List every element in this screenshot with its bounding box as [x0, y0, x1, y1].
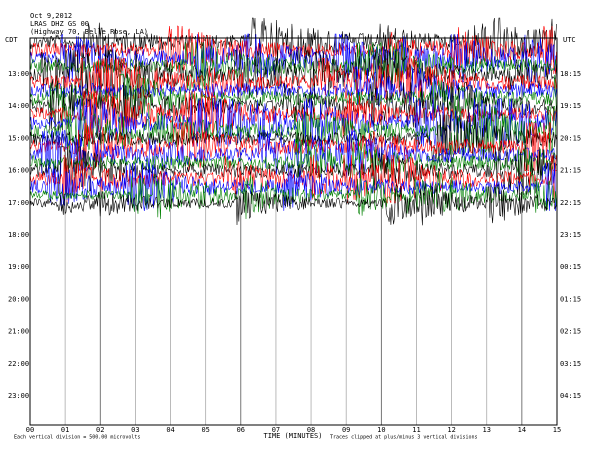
- trace: [29, 17, 557, 67]
- x-tick-label: 14: [518, 426, 526, 434]
- right-time-label: 23:15: [560, 231, 581, 239]
- left-time-label: 18:00: [8, 231, 29, 239]
- right-time-label: 02:15: [560, 328, 581, 336]
- trace: [29, 182, 557, 226]
- x-tick-label: 02: [96, 426, 104, 434]
- header-location: (Highway 70, Belle Rose, LA): [30, 28, 148, 36]
- left-time-label: 23:00: [8, 392, 29, 400]
- x-tick-label: 15: [553, 426, 561, 434]
- trace: [29, 74, 557, 124]
- x-tick-label: 00: [26, 426, 34, 434]
- right-time-label: 19:15: [560, 102, 581, 110]
- x-axis-title: TIME (MINUTES): [263, 432, 322, 440]
- x-tick-label: 11: [412, 426, 420, 434]
- trace: [29, 138, 557, 182]
- right-time-label: 21:15: [560, 167, 581, 175]
- right-time-label: 03:15: [560, 360, 581, 368]
- x-tick-label: 01: [61, 426, 69, 434]
- trace: [29, 129, 557, 179]
- left-time-label: 17:00: [8, 199, 29, 207]
- x-tick-label: 03: [131, 426, 139, 434]
- footer-scale: Each vertical division = 500.00 microvol…: [14, 435, 140, 441]
- header-station: LRAS DHZ GS 00: [30, 20, 89, 28]
- left-time-label: 21:00: [8, 328, 29, 336]
- trace: [29, 66, 557, 107]
- right-time-label: 22:15: [560, 199, 581, 207]
- trace: [29, 90, 557, 139]
- traces: [29, 17, 557, 226]
- left-axis-title: CDT: [5, 36, 18, 44]
- right-time-label: 00:15: [560, 263, 581, 271]
- trace: [29, 146, 557, 196]
- trace: [29, 106, 557, 156]
- trace: [29, 170, 557, 220]
- left-time-label: 20:00: [8, 295, 29, 303]
- plot-frame: [29, 37, 558, 426]
- right-time-label: 01:15: [560, 295, 581, 303]
- x-tick-label: 06: [237, 426, 245, 434]
- x-tick-label: 10: [377, 426, 385, 434]
- trace: [29, 57, 557, 107]
- x-tick-label: 08: [307, 426, 315, 434]
- header-date: Oct 9,2012: [30, 12, 72, 20]
- left-time-label: 16:00: [8, 167, 29, 175]
- left-time-label: 19:00: [8, 263, 29, 271]
- x-tick-label: 04: [166, 426, 174, 434]
- left-time-label: 13:00: [8, 70, 29, 78]
- left-time-label: 22:00: [8, 360, 29, 368]
- x-tick-label: 05: [201, 426, 209, 434]
- footer-clip: Traces clipped at plus/minus 3 vertical …: [330, 435, 478, 441]
- x-tick-label: 07: [272, 426, 280, 434]
- left-time-label: 15:00: [8, 134, 29, 142]
- left-time-label: 14:00: [8, 102, 29, 110]
- right-time-label: 18:15: [560, 70, 581, 78]
- x-tick-label: 13: [483, 426, 491, 434]
- right-axis-title: UTC: [563, 36, 576, 44]
- right-time-label: 20:15: [560, 134, 581, 142]
- x-tick-label: 12: [447, 426, 455, 434]
- x-tick-label: 09: [342, 426, 350, 434]
- right-time-label: 04:15: [560, 392, 581, 400]
